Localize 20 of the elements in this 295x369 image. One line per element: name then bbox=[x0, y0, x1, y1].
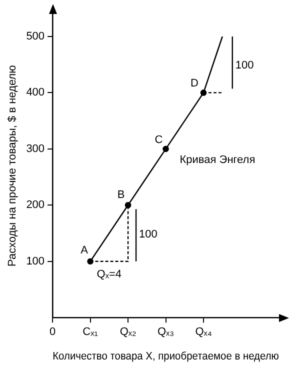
annotation: Кривая Энгеля bbox=[180, 154, 256, 166]
x-axis-title: Количество товара X, приобретаемое в неделю bbox=[52, 350, 279, 363]
x-tick-label: Qₓ₄ bbox=[195, 326, 212, 338]
annotation: B bbox=[117, 189, 125, 202]
annotation: D bbox=[190, 78, 199, 90]
annotation: C bbox=[154, 134, 163, 146]
annotation: 100 bbox=[139, 228, 158, 240]
x-tick-label: 0 bbox=[49, 326, 56, 338]
y-tick-label: 100 bbox=[26, 255, 45, 268]
x-tick-label: Qₓ₂ bbox=[120, 326, 136, 338]
annotation: Qₓ=4 bbox=[96, 268, 122, 280]
y-tick-label: 300 bbox=[26, 142, 45, 155]
y-axis-title: Расходы на прочие товары, $ в неделю bbox=[6, 65, 19, 266]
y-tick-label: 500 bbox=[26, 30, 45, 43]
annotation: 100 bbox=[235, 60, 254, 72]
x-tick-label: Cₓ₁ bbox=[82, 326, 98, 338]
y-tick-label: 200 bbox=[26, 199, 45, 212]
annotation: A bbox=[80, 244, 89, 256]
y-tick-label: 400 bbox=[26, 86, 45, 99]
x-tick-label: Qₓ₃ bbox=[157, 326, 174, 338]
